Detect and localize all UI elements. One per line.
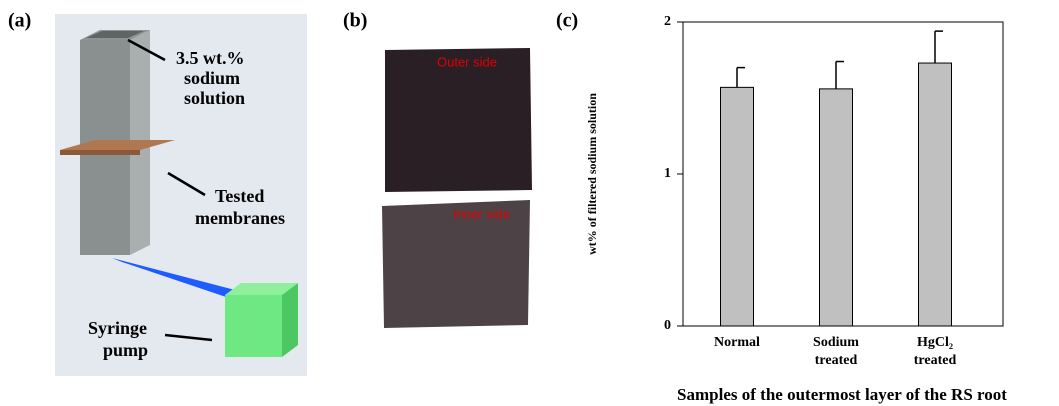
arrow bbox=[164, 333, 213, 342]
y-tick-label: 0 bbox=[664, 318, 671, 333]
label-line: sodium bbox=[184, 68, 240, 88]
label-line: pump bbox=[103, 340, 148, 360]
panel-label: (b) bbox=[343, 10, 367, 32]
label-line: solution bbox=[184, 88, 245, 108]
arrow bbox=[127, 38, 166, 62]
tube bbox=[112, 258, 235, 300]
label-line: Sodium bbox=[813, 335, 859, 350]
solution-label: 3.5 wt.% sodium solution bbox=[176, 48, 249, 108]
photo-inner bbox=[382, 200, 530, 328]
membrane bbox=[60, 140, 175, 150]
arrows bbox=[127, 38, 213, 342]
label-line: treated bbox=[914, 353, 957, 368]
label-line: Tested bbox=[215, 186, 264, 206]
photo-label: Inner side bbox=[453, 206, 510, 221]
x-tick-label: Normal bbox=[714, 335, 760, 350]
y-axis-label: wt% of filtered sodium solution bbox=[585, 93, 599, 255]
bar bbox=[918, 62, 952, 327]
label-line: 3.5 wt.% bbox=[176, 48, 245, 68]
label-line: HgCl₂ bbox=[917, 335, 953, 350]
x-tick-label: HgCl₂ treated bbox=[914, 335, 957, 368]
arrow bbox=[167, 171, 206, 197]
pump-label: Syringe pump bbox=[88, 318, 152, 360]
label-line: treated bbox=[815, 353, 858, 368]
y-tick-label: 2 bbox=[664, 14, 671, 29]
membrane-edge bbox=[60, 150, 140, 155]
label-line: membranes bbox=[195, 208, 285, 228]
x-axis-label: Samples of the outermost layer of the RS… bbox=[677, 385, 1007, 404]
tower-opening bbox=[86, 31, 144, 38]
y-tick-label: 1 bbox=[664, 166, 671, 181]
pump-top bbox=[225, 283, 298, 295]
membrane-label: Tested membranes bbox=[195, 186, 285, 228]
error-bar bbox=[736, 66, 745, 88]
x-tick-label: Sodium treated bbox=[813, 335, 859, 368]
panel-label: (c) bbox=[556, 10, 578, 32]
photo-outer bbox=[385, 48, 532, 192]
error-bar bbox=[934, 30, 943, 64]
photo-label: Outer side bbox=[437, 54, 497, 69]
label-line: Syringe bbox=[88, 318, 147, 338]
panel-label: (a) bbox=[8, 10, 31, 32]
pump-front bbox=[225, 295, 282, 357]
error-bar bbox=[835, 60, 844, 89]
pump-side bbox=[282, 283, 298, 357]
bar bbox=[819, 88, 853, 327]
bar bbox=[720, 86, 754, 327]
